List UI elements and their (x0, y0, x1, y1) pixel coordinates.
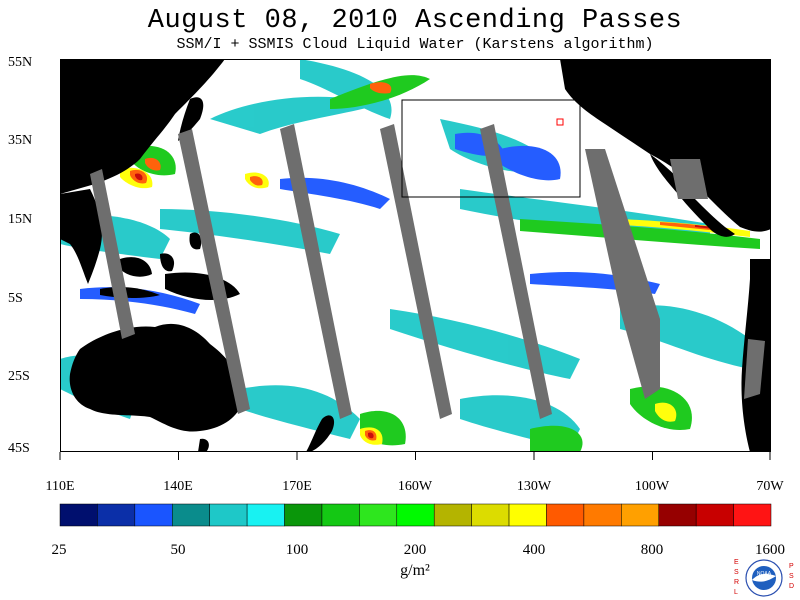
colorbar-swatch (396, 503, 435, 527)
colorbar-tick-label: 100 (285, 542, 309, 558)
colorbar-tick-label: 400 (522, 542, 546, 558)
colorbar-tick-label: 200 (403, 542, 427, 558)
lon-label: 130W (516, 479, 552, 494)
svg-text:R: R (734, 579, 739, 586)
colorbar-tick-label: 1600 (755, 542, 785, 558)
map-subtitle: SSM/I + SSMIS Cloud Liquid Water (Karste… (176, 36, 654, 53)
colorbar-tick-label: 50 (170, 542, 186, 558)
lat-label: 45S (8, 441, 30, 456)
colorbar-swatch (209, 503, 248, 527)
colorbar-swatch (508, 503, 547, 527)
missing-swaths (90, 124, 765, 419)
colorbar-swatch (733, 503, 772, 527)
svg-text:D: D (789, 583, 794, 590)
svg-text:S: S (734, 569, 739, 576)
colorbar-units: g/m² (400, 562, 430, 579)
region-box (401, 99, 581, 198)
lat-label: 25S (8, 369, 30, 384)
colorbar (59, 503, 772, 527)
colorbar-swatch (134, 503, 173, 527)
lon-label: 70W (756, 479, 784, 494)
lat-label: 5S (8, 291, 23, 306)
colorbar-swatch (433, 503, 472, 527)
lon-label: 160W (397, 479, 433, 494)
svg-text:NOAA: NOAA (757, 571, 772, 577)
svg-text:S: S (789, 573, 794, 580)
map-frame (60, 59, 771, 452)
cloud-liquid-water-map (60, 59, 771, 452)
colorbar-swatch (284, 503, 323, 527)
colorbar-swatch (583, 503, 622, 527)
location-marker (556, 118, 564, 126)
colorbar-swatch (546, 503, 585, 527)
lat-label: 55N (8, 55, 33, 70)
svg-text:L: L (734, 589, 738, 596)
svg-text:P: P (789, 563, 794, 570)
lon-label: 110E (45, 479, 75, 494)
colorbar-swatch (246, 503, 285, 527)
colorbar-swatch (97, 503, 136, 527)
lat-label: 15N (8, 212, 33, 227)
lat-label: 35N (8, 133, 33, 148)
colorbar-swatch (321, 503, 360, 527)
lon-label: 140E (163, 479, 193, 494)
lon-ticks (59, 452, 771, 460)
colorbar-swatch (658, 503, 697, 527)
colorbar-swatch (359, 503, 398, 527)
colorbar-tick-label: 25 (51, 542, 67, 558)
colorbar-swatch (621, 503, 659, 527)
colorbar-swatch (471, 503, 510, 527)
colorbar-tick-label: 800 (640, 542, 664, 558)
lon-label: 170E (282, 479, 312, 494)
colorbar-swatch (695, 503, 734, 527)
svg-text:E: E (734, 559, 739, 566)
colorbar-swatch (59, 503, 98, 527)
lon-label: 100W (634, 479, 670, 494)
map-title: August 08, 2010 Ascending Passes (147, 6, 683, 36)
colorbar-swatch (172, 503, 210, 527)
